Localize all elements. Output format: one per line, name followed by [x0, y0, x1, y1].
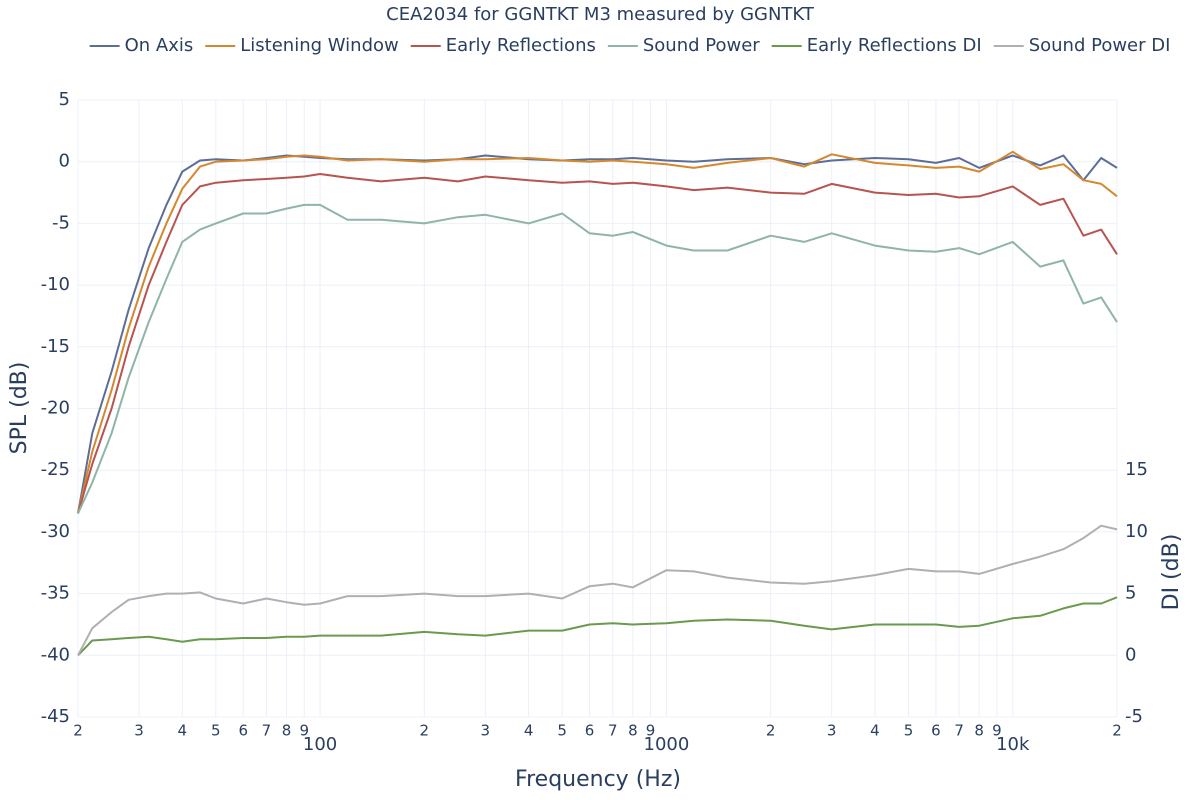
series-line [77, 524, 1118, 656]
series-line [77, 154, 1118, 514]
x-tick-label: 2 [766, 722, 776, 740]
y2-tick-label: 0 [1125, 644, 1136, 665]
x-tick-label: 5 [211, 722, 221, 740]
y-tick-label: 5 [59, 89, 70, 110]
x-tick-label: 8 [974, 722, 984, 740]
legend-label: Sound Power DI [1029, 35, 1171, 56]
chart-title: CEA2034 for GGNTKT M3 measured by GGNTKT [386, 4, 815, 25]
x-tick-label: 2 [73, 722, 83, 740]
y-axis-title: SPL (dB) [7, 362, 32, 455]
legend-label: Listening Window [240, 35, 398, 56]
y-tick-label: -45 [41, 706, 70, 727]
x-tick-label: 10k [996, 734, 1030, 755]
y-tick-label: -35 [41, 583, 70, 604]
x-tick-label: 3 [481, 722, 491, 740]
x-tick-label: 2 [420, 722, 430, 740]
legend-label: Early Reflections [446, 35, 596, 56]
y-tick-label: 0 [59, 151, 70, 172]
x-tick-label: 5 [557, 722, 567, 740]
series-line [77, 173, 1118, 514]
legend-label: Sound Power [643, 35, 760, 56]
x-tick-label: 7 [608, 722, 618, 740]
x-tick-label: 2 [1112, 722, 1122, 740]
x-tick-label: 100 [303, 734, 337, 755]
y2-tick-label: 5 [1125, 583, 1136, 604]
x-tick-label: 6 [931, 722, 941, 740]
x-tick-label: 4 [870, 722, 880, 740]
x-axis-title: Frequency (Hz) [515, 767, 681, 792]
x-tick-label: 6 [238, 722, 248, 740]
x-tick-label: 3 [827, 722, 837, 740]
x-tick-label: 9 [646, 722, 656, 740]
y-tick-label: -30 [41, 521, 70, 542]
series-line [77, 150, 1118, 514]
y-tick-label: -5 [52, 212, 70, 233]
x-tick-label: 9 [299, 722, 309, 740]
y2-tick-label: 10 [1125, 521, 1148, 542]
x-tick-label: 8 [282, 722, 292, 740]
y2-tick-label: -5 [1125, 706, 1143, 727]
x-tick-label: 4 [177, 722, 187, 740]
y-tick-label: -40 [41, 644, 70, 665]
x-tick-label: 6 [585, 722, 595, 740]
y-tick-label: -25 [41, 459, 70, 480]
legend-label: On Axis [125, 35, 194, 56]
y-tick-label: -20 [41, 398, 70, 419]
y2-axis-title: DI (dB) [1159, 534, 1184, 611]
x-tick-label: 4 [524, 722, 534, 740]
legend-label: Early Reflections DI [807, 35, 982, 56]
x-tick-label: 8 [628, 722, 638, 740]
series-line [77, 596, 1118, 656]
x-tick-label: 7 [262, 722, 272, 740]
series-line [77, 203, 1118, 514]
y-tick-label: -15 [41, 336, 70, 357]
x-tick-label: 3 [134, 722, 144, 740]
y2-tick-label: 15 [1125, 459, 1148, 480]
legend: On Axis Listening Window Early Reflections… [89, 35, 1171, 56]
y-tick-label: -10 [41, 274, 70, 295]
x-tick-label: 1000 [644, 734, 690, 755]
x-tick-label: 5 [904, 722, 914, 740]
x-tick-label: 9 [992, 722, 1002, 740]
x-tick-label: 7 [954, 722, 964, 740]
